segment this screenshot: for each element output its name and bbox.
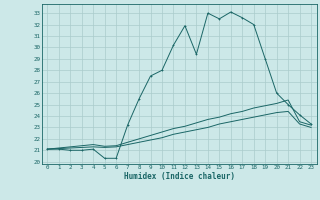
X-axis label: Humidex (Indice chaleur): Humidex (Indice chaleur) bbox=[124, 172, 235, 181]
